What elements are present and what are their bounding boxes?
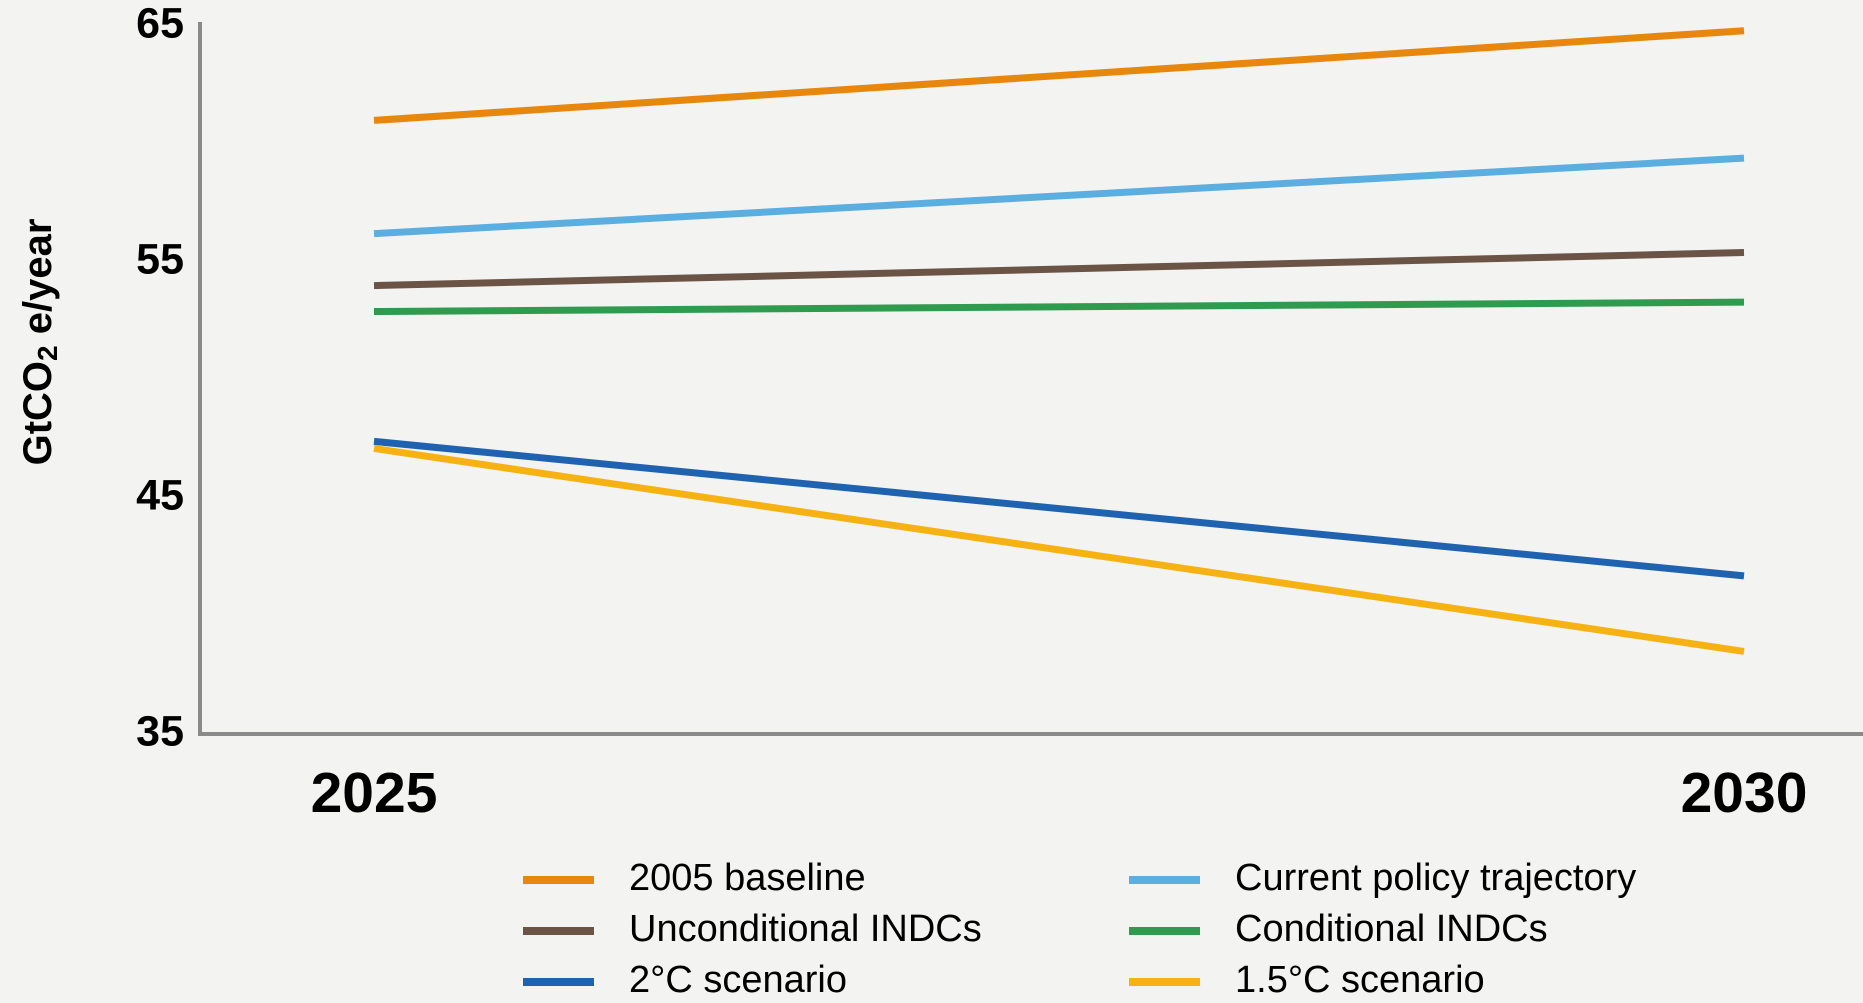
y-tick-label: 65 [136,0,184,47]
x-tick-label: 2030 [1681,761,1808,825]
legend-label: Conditional INDCs [1235,908,1548,950]
y-label-part: GtCO [16,361,60,465]
y-label-subscript: 2 [32,345,63,361]
legend-label: 2005 baseline [629,857,866,899]
series-line [373,249,1745,290]
y-tick-label: 35 [136,707,184,755]
y-label-part: e/year [16,219,60,346]
x-tick-label: 2025 [311,761,438,825]
y-tick-label: 45 [136,471,184,519]
series-line [373,298,1745,316]
y-tick-label: 55 [136,235,184,283]
legend-label: 1.5°C scenario [1235,959,1485,1001]
legend-label: 2°C scenario [629,959,847,1001]
series-line [373,437,1745,580]
legend-label: Current policy trajectory [1235,857,1636,899]
legend-label: Unconditional INDCs [629,908,982,950]
y-axis-label: GtCO2 e/year [16,219,64,466]
series-line [373,27,1745,124]
series-line [373,154,1745,238]
series-line [373,444,1745,655]
